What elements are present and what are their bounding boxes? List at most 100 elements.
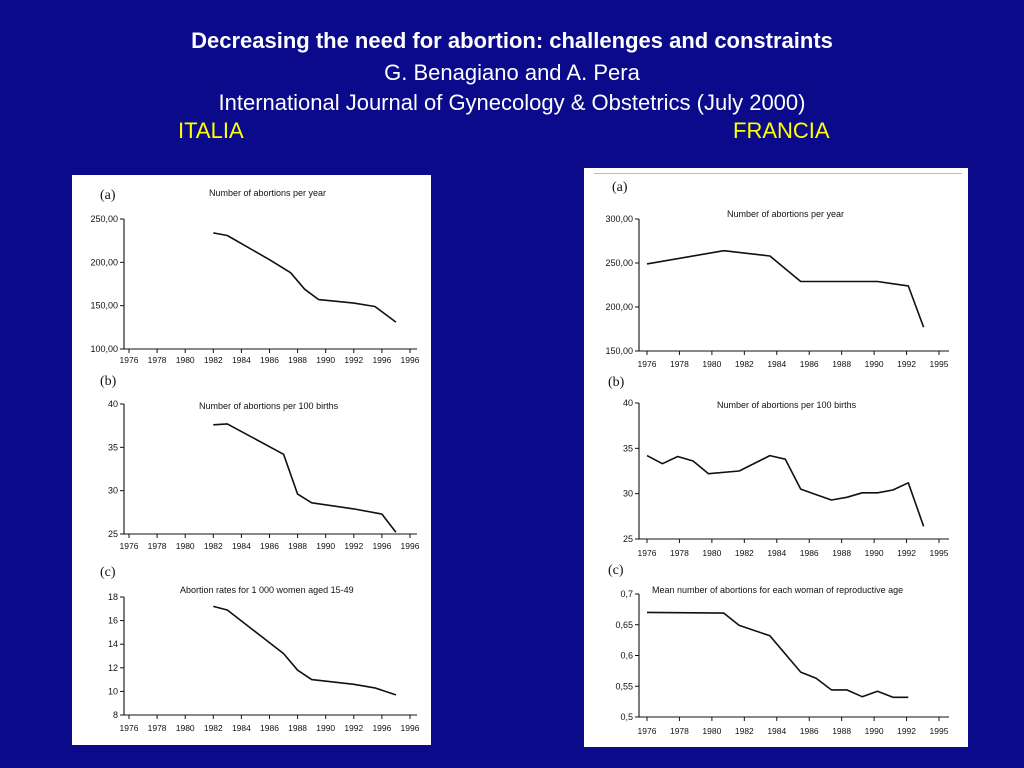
chart2-x-tick-label: 1988 [288,541,307,551]
chart1-y-tick-label: 250,00 [90,214,118,224]
chart3-x-tick-label: 1990 [316,723,335,733]
chart5-y-tick-label: 40 [623,398,633,408]
chart3-y-tick-label: 12 [108,663,118,673]
authors: G. Benagiano and A. Pera [384,60,640,85]
chart1-x-tick-label: 1986 [260,355,279,365]
chart2-x-tick-label: 1996 [401,541,420,551]
chart4-y-tick-label: 150,00 [605,346,633,356]
chart2-x-tick-label: 1980 [176,541,195,551]
chart2-y-tick-label: 35 [108,442,118,452]
chart5-x-tick-label: 1976 [638,548,657,558]
chart3-x-tick-label: 1982 [204,723,223,733]
chart1-x-tick-label: 1996 [401,355,420,365]
chart4-x-tick-label: 1984 [767,359,786,369]
scan-edge-line [594,173,962,174]
chart4-x-tick-label: 1992 [897,359,916,369]
chart6-panel-label: (c) [608,563,624,578]
francia-charts-svg: (a) Number of abortions per year 150,00 200… [605,180,949,736]
chart1-x-tick-label: 1976 [120,355,139,365]
chart4-x-tick-label: 1986 [800,359,819,369]
chart4-series-line [646,249,925,328]
chart3-y-tick-label: 18 [108,592,118,602]
chart3-y-tick-label: 8 [113,710,118,720]
chart1-y-tick-label: 100,00 [90,344,118,354]
chart2-x-tick-label: 1978 [148,541,167,551]
chart2-title: Number of abortions per 100 births [199,401,339,411]
chart5-y-tick-label: 25 [623,534,633,544]
chart6-x-tick-label: 1978 [670,726,689,736]
chart6-x-tick-label: 1984 [767,726,786,736]
chart2-x-tick-label: 1992 [344,541,363,551]
chart2-x-tick-label: 1982 [204,541,223,551]
chart1-y-tick-label: 200,00 [90,257,118,267]
chart1-x-tick-label: 1988 [288,355,307,365]
chart3-x-tick-label: 1986 [260,723,279,733]
chart6-y-tick-label: 0,5 [620,712,633,722]
chart4-x-tick-label: 1980 [702,359,721,369]
chart5-x-tick-label: 1984 [767,548,786,558]
chart3-x-tick-label: 1996 [372,723,391,733]
francia-charts-panel: (a) Number of abortions per year 150,00 200… [584,168,968,747]
chart2-x-tick-label: 1976 [120,541,139,551]
chart4-y-tick-label: 200,00 [605,302,633,312]
italia-charts-panel: (a) Number of abortions per year 100,00 150… [72,175,431,745]
chart3-x-tick-label: 1980 [176,723,195,733]
chart5-panel-label: (b) [608,375,625,390]
chart6-y-tick-label: 0,7 [620,589,633,599]
chart2-x-tick-label: 1984 [232,541,251,551]
chart3-panel-label: (c) [100,565,116,580]
chart6-x-tick-label: 1986 [800,726,819,736]
chart5-x-tick-label: 1982 [735,548,754,558]
chart3-x-tick-label: 1984 [232,723,251,733]
chart4-panel-label: (a) [612,180,628,195]
chart4-x-tick-label: 1988 [832,359,851,369]
chart6-x-tick-label: 1988 [832,726,851,736]
chart5-x-tick-label: 1988 [832,548,851,558]
chart1-panel-label: (a) [100,188,116,203]
chart6-x-tick-label: 1982 [735,726,754,736]
chart6-x-tick-label: 1992 [897,726,916,736]
chart4-y-tick-label: 250,00 [605,258,633,268]
chart2-x-tick-label: 1996 [372,541,391,551]
chart5-x-tick-label: 1986 [800,548,819,558]
slide-title: Decreasing the need for abortion: challe… [191,28,833,53]
chart4-x-tick-label: 1976 [638,359,657,369]
chart2-y-tick-label: 30 [108,486,118,496]
chart2-y-tick-label: 25 [108,529,118,539]
chart6-y-tick-label: 0,65 [615,620,633,630]
chart2-x-tick-label: 1990 [316,541,335,551]
chart5-series-line [646,454,925,527]
chart1-y-tick-label: 150,00 [90,301,118,311]
chart1-x-tick-label: 1990 [316,355,335,365]
chart5-title: Number of abortions per 100 births [717,400,857,410]
chart6-x-tick-label: 1980 [702,726,721,736]
chart4-x-tick-label: 1995 [930,359,949,369]
chart1-x-tick-label: 1996 [372,355,391,365]
italia-charts-svg: (a) Number of abortions per year 100,00 150… [90,188,420,733]
chart3-x-tick-label: 1988 [288,723,307,733]
chart3-y-tick-label: 10 [108,686,118,696]
chart4-x-tick-label: 1978 [670,359,689,369]
chart3-title: Abortion rates for 1 000 women aged 15-4… [180,585,354,595]
chart6-x-tick-label: 1990 [865,726,884,736]
chart6-title: Mean number of abortions for each woman … [652,585,903,595]
chart1-title: Number of abortions per year [209,188,326,198]
chart4-x-tick-label: 1982 [735,359,754,369]
chart5-x-tick-label: 1995 [930,548,949,558]
chart3-x-tick-label: 1976 [120,723,139,733]
chart4-title: Number of abortions per year [727,209,844,219]
chart3-x-tick-label: 1978 [148,723,167,733]
chart1-x-tick-label: 1984 [232,355,251,365]
chart6-series-line [646,611,909,699]
chart5-x-tick-label: 1978 [670,548,689,558]
journal-citation: International Journal of Gynecology & Ob… [218,90,806,115]
chart5-y-tick-label: 30 [623,489,633,499]
chart2-panel-label: (b) [100,374,117,389]
chart3-y-tick-label: 14 [108,639,118,649]
chart5-y-tick-label: 35 [623,443,633,453]
chart1-series-line [213,232,397,323]
chart5-x-tick-label: 1992 [897,548,916,558]
chart1-x-tick-label: 1978 [148,355,167,365]
chart4-x-tick-label: 1990 [865,359,884,369]
chart2-y-tick-label: 40 [108,399,118,409]
